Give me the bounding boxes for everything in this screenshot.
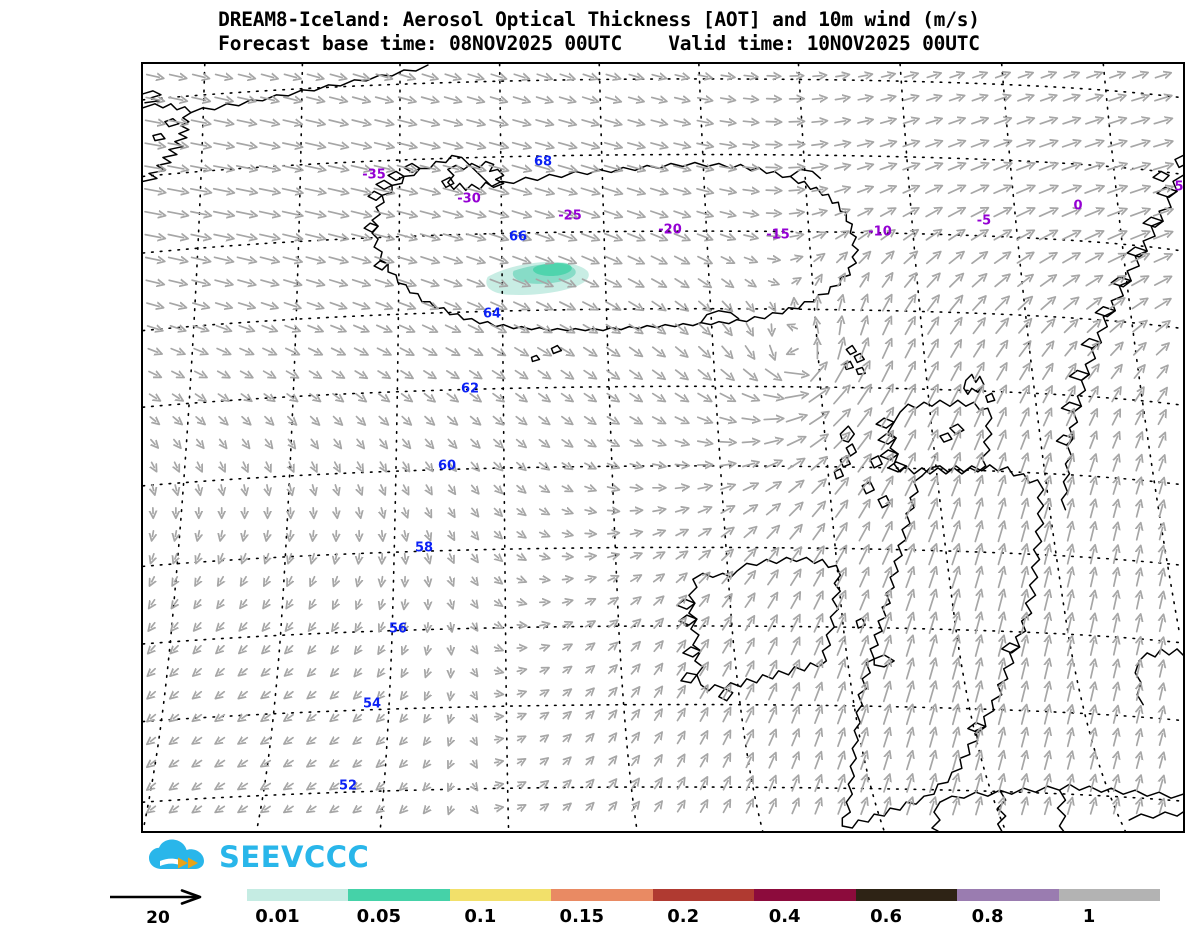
lon-label-m35: -35: [362, 167, 386, 183]
colorbar-segment-0.6: [855, 889, 958, 901]
colorbar-tick-0.6: 0.6: [870, 906, 903, 927]
lat-label-60: 60: [437, 458, 457, 474]
wind-scale-arrow-icon: [110, 889, 202, 905]
colorbar-segment-0.8: [957, 889, 1059, 901]
chevron-arrow-icon: [178, 857, 188, 869]
lon-label-m10: -10: [868, 224, 892, 240]
colorbar-segment-0.2: [652, 889, 755, 901]
title-line-2: Forecast base time: 08NOV2025 00UTC Vali…: [218, 32, 980, 55]
colorbar-segment-0.05: [348, 889, 450, 901]
colorbar-segment-0.4: [754, 889, 856, 901]
lon-label-m15: -15: [766, 227, 790, 243]
colorbar-segment-1: [1058, 889, 1160, 901]
lat-label-66: 66: [508, 229, 528, 245]
colorbar-segment-0.1: [449, 889, 552, 901]
colorbar-tick-0.2: 0.2: [667, 906, 700, 927]
lat-label-54: 54: [362, 696, 382, 712]
lon-label-m25: -25: [558, 208, 582, 224]
lon-label-0: 0: [1073, 198, 1083, 214]
colorbar-segment-0.15: [551, 889, 653, 901]
lon-label-m5: -5: [976, 213, 992, 229]
logo-text: SEEVCCC: [219, 839, 370, 874]
map-plot-area[interactable]: 68 66 64 62 60 58 56 54 52 50 -35 -30 -2…: [141, 62, 1185, 833]
colorbar-tick-0.01: 0.01: [255, 906, 300, 927]
lon-label-m30: -30: [457, 191, 481, 207]
map-svg: [143, 64, 1183, 831]
aot-colorbar[interactable]: [247, 889, 1160, 901]
lat-label-56: 56: [388, 621, 408, 637]
chart-title-block: DREAM8-Iceland: Aerosol Optical Thicknes…: [0, 8, 1198, 56]
wind-scale-value: 20: [146, 908, 170, 928]
colorbar-tick-0.4: 0.4: [768, 906, 801, 927]
graticule-layer: [143, 64, 1183, 831]
wind-scale-legend: 20: [108, 888, 213, 928]
lat-label-58: 58: [414, 540, 434, 556]
cloud-icon: [149, 839, 204, 869]
colorbar-segment-0.01: [247, 889, 349, 901]
colorbar-tick-0.1: 0.1: [464, 906, 497, 927]
lon-label-5: 5: [1174, 179, 1184, 195]
title-line-1: DREAM8-Iceland: Aerosol Optical Thicknes…: [218, 8, 980, 31]
lat-label-52: 52: [338, 778, 358, 794]
colorbar-tick-0.8: 0.8: [971, 906, 1004, 927]
lat-label-68: 68: [533, 154, 553, 170]
wind-arrow-layer: [144, 74, 1169, 816]
lat-label-62: 62: [460, 381, 480, 397]
coastline-layer: [143, 64, 1183, 831]
colorbar-tick-0.05: 0.05: [356, 906, 402, 927]
seevccc-logo: SEEVCCC: [148, 838, 369, 876]
colorbar-tick-0.15: 0.15: [559, 906, 604, 927]
colorbar-tick-1: 1: [1082, 906, 1096, 927]
lat-label-64: 64: [482, 306, 502, 322]
lon-label-m20: -20: [658, 222, 682, 238]
